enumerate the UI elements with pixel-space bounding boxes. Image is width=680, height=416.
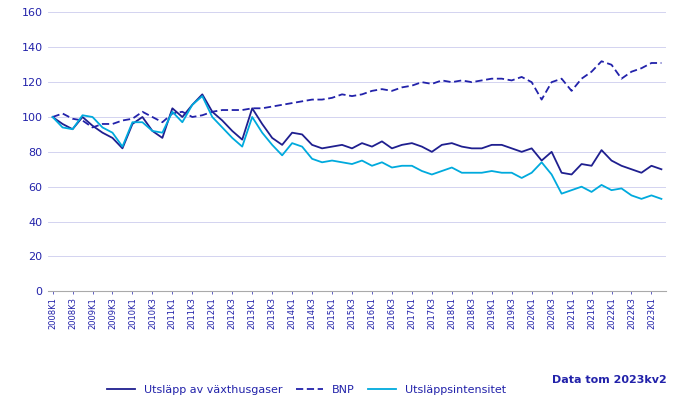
Utsläpp av växthusgaser (598, 148, 606, 153)
BNP (108, 121, 116, 126)
BNP (48, 114, 56, 119)
Utsläppsintensitet (99, 125, 107, 130)
BNP (598, 59, 606, 64)
Legend: Utsläpp av växthusgaser, BNP, Utsläppsintensitet: Utsläpp av växthusgaser, BNP, Utsläppsin… (103, 380, 511, 399)
Utsläpp av växthusgaser (358, 141, 366, 146)
BNP (218, 107, 226, 112)
Utsläppsintensitet (658, 196, 666, 201)
Utsläpp av växthusgaser (568, 172, 576, 177)
Utsläppsintensitet (428, 172, 436, 177)
Utsläppsintensitet (48, 114, 56, 119)
BNP (588, 69, 596, 74)
Utsläpp av växthusgaser (428, 149, 436, 154)
Utsläppsintensitet (168, 109, 176, 114)
Line: Utsläpp av växthusgaser: Utsläpp av växthusgaser (52, 94, 662, 174)
Text: Data tom 2023kv2: Data tom 2023kv2 (551, 375, 666, 385)
Utsläpp av växthusgaser (658, 167, 666, 172)
BNP (178, 109, 186, 114)
BNP (88, 125, 97, 130)
BNP (658, 60, 666, 65)
Utsläppsintensitet (218, 125, 226, 130)
Line: Utsläppsintensitet: Utsläppsintensitet (52, 96, 662, 199)
Utsläpp av växthusgaser (99, 130, 107, 135)
BNP (428, 82, 436, 87)
Utsläppsintensitet (588, 189, 596, 194)
Utsläpp av växthusgaser (218, 118, 226, 123)
Utsläpp av växthusgaser (48, 114, 56, 119)
Utsläppsintensitet (358, 158, 366, 163)
Line: BNP: BNP (52, 61, 662, 127)
Utsläppsintensitet (199, 94, 207, 99)
BNP (358, 92, 366, 97)
Utsläpp av växthusgaser (199, 92, 207, 97)
Utsläpp av växthusgaser (168, 106, 176, 111)
Utsläppsintensitet (637, 196, 645, 201)
